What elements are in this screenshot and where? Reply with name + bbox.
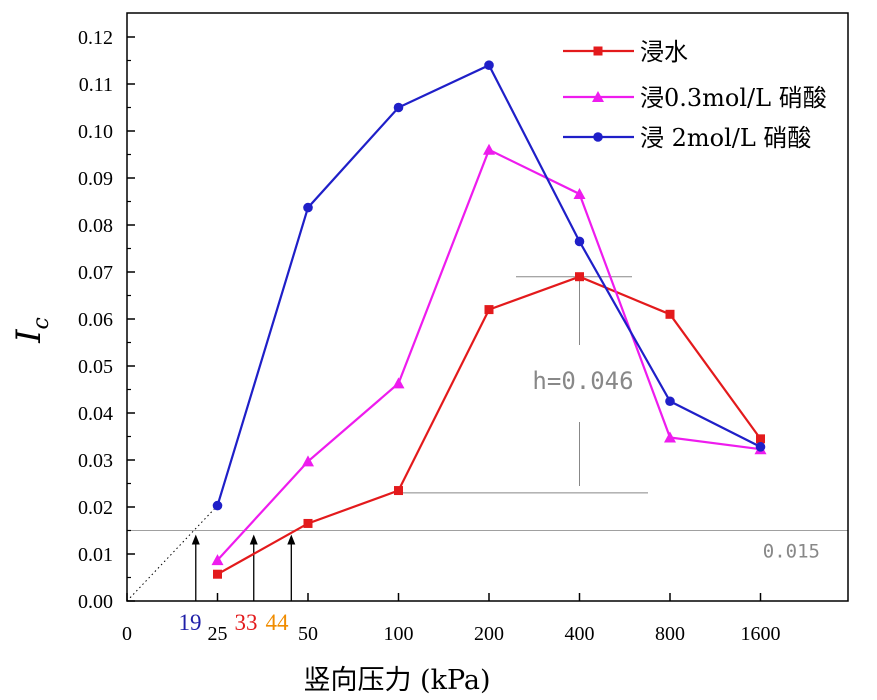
legend-label: 浸 2mol/L 硝酸: [640, 124, 811, 152]
data-point: [593, 132, 603, 142]
data-point: [756, 434, 765, 444]
intersection-label: 44: [266, 610, 290, 635]
data-point: [213, 569, 222, 579]
x-tick-label: 50: [298, 623, 318, 645]
y-tick-label: 0.11: [79, 74, 113, 96]
legend-label: 浸0.3mol/L 硝酸: [640, 84, 827, 112]
svg-text:Ic: Ic: [9, 317, 54, 344]
data-point: [592, 91, 604, 102]
x-tick-label: 25: [208, 623, 228, 645]
series-2: [211, 143, 767, 566]
y-tick-label: 0.06: [78, 309, 113, 331]
axes: 0.00 0.01 0.02 0.03 0.04 0.05 0.06 0.07 0.08 0.09…: [78, 12, 849, 645]
intersection-label: 19: [179, 610, 202, 635]
data-point: [484, 60, 494, 70]
data-point: [665, 396, 675, 407]
data-point: [394, 486, 403, 496]
data-point: [212, 500, 223, 511]
y-tick-label: 0.09: [78, 168, 113, 190]
data-point: [393, 102, 404, 113]
threshold-value-label: 0.015: [763, 541, 820, 563]
y-tick-label: 0.04: [78, 403, 113, 425]
y-tick-label: 0.10: [78, 121, 113, 143]
series-layer: [211, 60, 767, 579]
intersection-label: 33: [235, 610, 258, 635]
y-tick-label: 0.05: [78, 356, 113, 378]
intersection-arrow-head: [287, 534, 296, 545]
annotations: h=0.046 19 33 44: [126, 276, 648, 635]
intersection-arrow-head: [191, 534, 200, 545]
data-point: [303, 518, 313, 528]
x-tick-label: 800: [655, 623, 685, 645]
data-point: [392, 377, 405, 389]
data-point: [755, 442, 766, 452]
data-point: [664, 431, 676, 443]
data-point: [483, 143, 495, 155]
data-point: [574, 236, 585, 247]
y-tick-label: 0.00: [78, 591, 113, 613]
y-axis-title-sub: c: [29, 317, 54, 329]
series-line: [216, 275, 762, 576]
data-point: [593, 46, 603, 56]
plot-frame: [126, 12, 849, 602]
x-tick-label: 1600: [741, 623, 781, 645]
data-point: [484, 305, 494, 315]
y-axis-title-main: I: [9, 329, 49, 344]
series-1: [213, 272, 765, 579]
data-point: [573, 187, 586, 199]
data-point: [575, 272, 584, 282]
y-tick-label: 0.03: [78, 450, 113, 472]
data-point: [665, 309, 675, 319]
y-tick-label: 0.12: [78, 27, 113, 49]
series-line: [216, 148, 761, 561]
x-tick-label: 200: [474, 623, 504, 645]
y-tick-label: 0.02: [78, 497, 113, 519]
x-tick-label: 400: [565, 623, 595, 645]
data-point: [303, 202, 313, 213]
x-tick-label: 0: [122, 623, 132, 645]
y-tick-label: 0.07: [78, 262, 113, 284]
y-tick-label: 0.01: [78, 544, 113, 566]
h-label: h=0.046: [532, 367, 633, 395]
x-axis-title: 竖向压力 (kPa): [303, 665, 490, 696]
extrapolation-line: [126, 505, 218, 602]
y-tick-label: 0.08: [78, 215, 113, 237]
data-point: [211, 554, 224, 566]
threshold-layer: 0.015: [127, 530, 848, 563]
y-axis-title: Ic: [9, 317, 54, 344]
intersection-arrow-head: [249, 534, 258, 545]
x-tick-label: 100: [384, 623, 414, 645]
legend-label: 浸水: [640, 38, 688, 66]
series-3: [212, 60, 766, 511]
data-point: [302, 455, 314, 467]
